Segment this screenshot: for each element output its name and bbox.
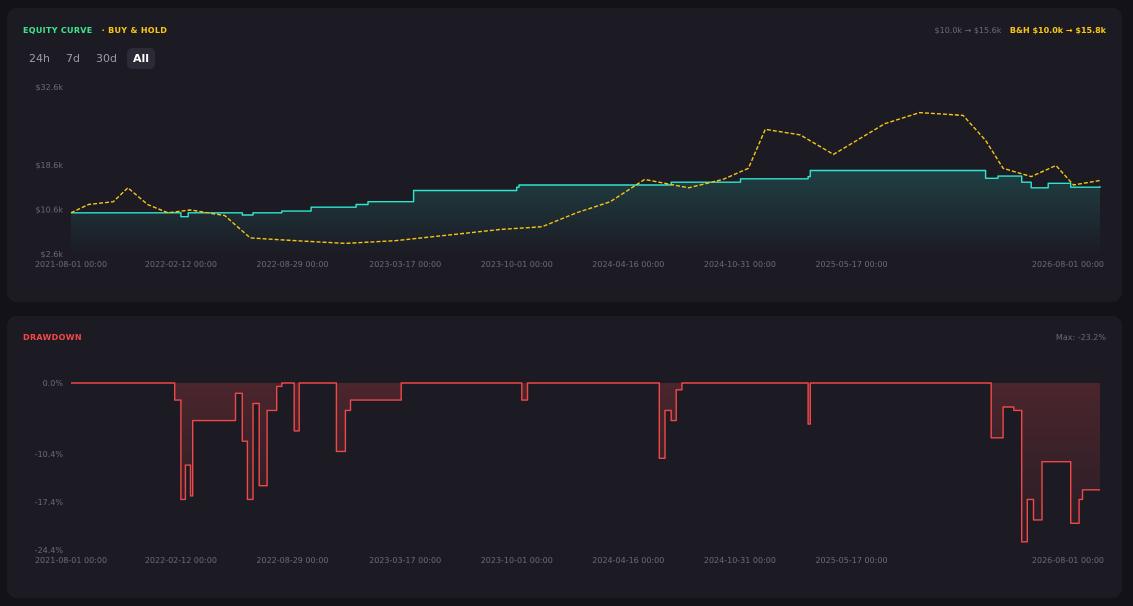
y-tick-label: -24.4% [35, 546, 64, 555]
x-tick-label: 2022-02-12 00:00 [145, 260, 217, 269]
y-tick-label: 0.0% [43, 379, 64, 388]
drawdown-title: DRAWDOWN [23, 333, 82, 342]
drawdown-line-fill [71, 383, 1100, 542]
tab-30d[interactable]: 30d [95, 52, 117, 65]
x-tick-label: 2025-05-17 00:00 [815, 260, 887, 269]
stat-buy-hold-return: B&H $10.0k → $15.8k [1009, 26, 1106, 35]
x-tick-label: 2024-04-16 00:00 [592, 260, 664, 269]
tab-24h[interactable]: 24h [29, 52, 50, 65]
x-tick-label: 2025-05-17 00:00 [815, 556, 887, 565]
x-tick-label: 2023-03-17 00:00 [369, 260, 441, 269]
drawdown-chart-panel: DRAWDOWN Max: -23.2% 0.0% -10.4% -17.4% -24… [7, 316, 1122, 598]
x-tick-label: 2024-10-31 00:00 [704, 556, 776, 565]
tab-all[interactable]: All [126, 48, 155, 69]
x-tick-label: 2022-08-29 00:00 [256, 556, 328, 565]
x-tick-label: 2021-08-01 00:00 [35, 556, 107, 565]
x-tick-label: 2024-04-16 00:00 [592, 556, 664, 565]
buy-hold-line [70, 111, 1101, 245]
stat-strategy-return: $10.0k → $15.6k [934, 26, 1002, 35]
x-tick-label: 2022-08-29 00:00 [256, 260, 328, 269]
y-tick-label: -17.4% [35, 498, 64, 507]
equity-legend: EQUITY CURVE · BUY & HOLD [23, 26, 167, 35]
equity-stats: $10.0k → $15.6k B&H $10.0k → $15.8k [935, 26, 1106, 35]
x-tick-label: 2021-08-01 00:00 [35, 260, 107, 269]
x-tick-label: 2026-08-01 00:00 [1032, 556, 1104, 565]
equity-chart-panel: EQUITY CURVE · BUY & HOLD $10.0k → $15.6… [7, 8, 1122, 302]
legend-buy-hold: · BUY & HOLD [101, 26, 168, 35]
x-tick-label: 2023-10-01 00:00 [481, 556, 553, 565]
x-tick-label: 2024-10-31 00:00 [704, 260, 776, 269]
timeframe-tabs: 24h 7d 30d All [23, 48, 155, 69]
x-tick-label: 2023-03-17 00:00 [369, 556, 441, 565]
legend-equity-curve: EQUITY CURVE [23, 26, 93, 35]
y-tick-label: $10.6k [35, 205, 63, 214]
x-tick-label: 2022-02-12 00:00 [145, 556, 217, 565]
tab-7d[interactable]: 7d [65, 52, 80, 65]
drawdown-max: Max: -23.2% [1055, 333, 1106, 342]
y-tick-label: $18.6k [35, 161, 63, 170]
equity-curve-line [71, 169, 1101, 218]
equity-curve-line-fill [71, 170, 1100, 254]
y-tick-label: -10.4% [35, 450, 64, 459]
x-tick-label: 2026-08-01 00:00 [1032, 260, 1104, 269]
y-tick-label: $2.6k [41, 250, 64, 259]
drawdown-line [71, 382, 1100, 543]
y-tick-label: $32.6k [35, 83, 63, 92]
x-tick-label: 2023-10-01 00:00 [481, 260, 553, 269]
drawdown-chart: 0.0% -10.4% -17.4% -24.4%2021-08-01 00:00 20… [35, 379, 1104, 565]
